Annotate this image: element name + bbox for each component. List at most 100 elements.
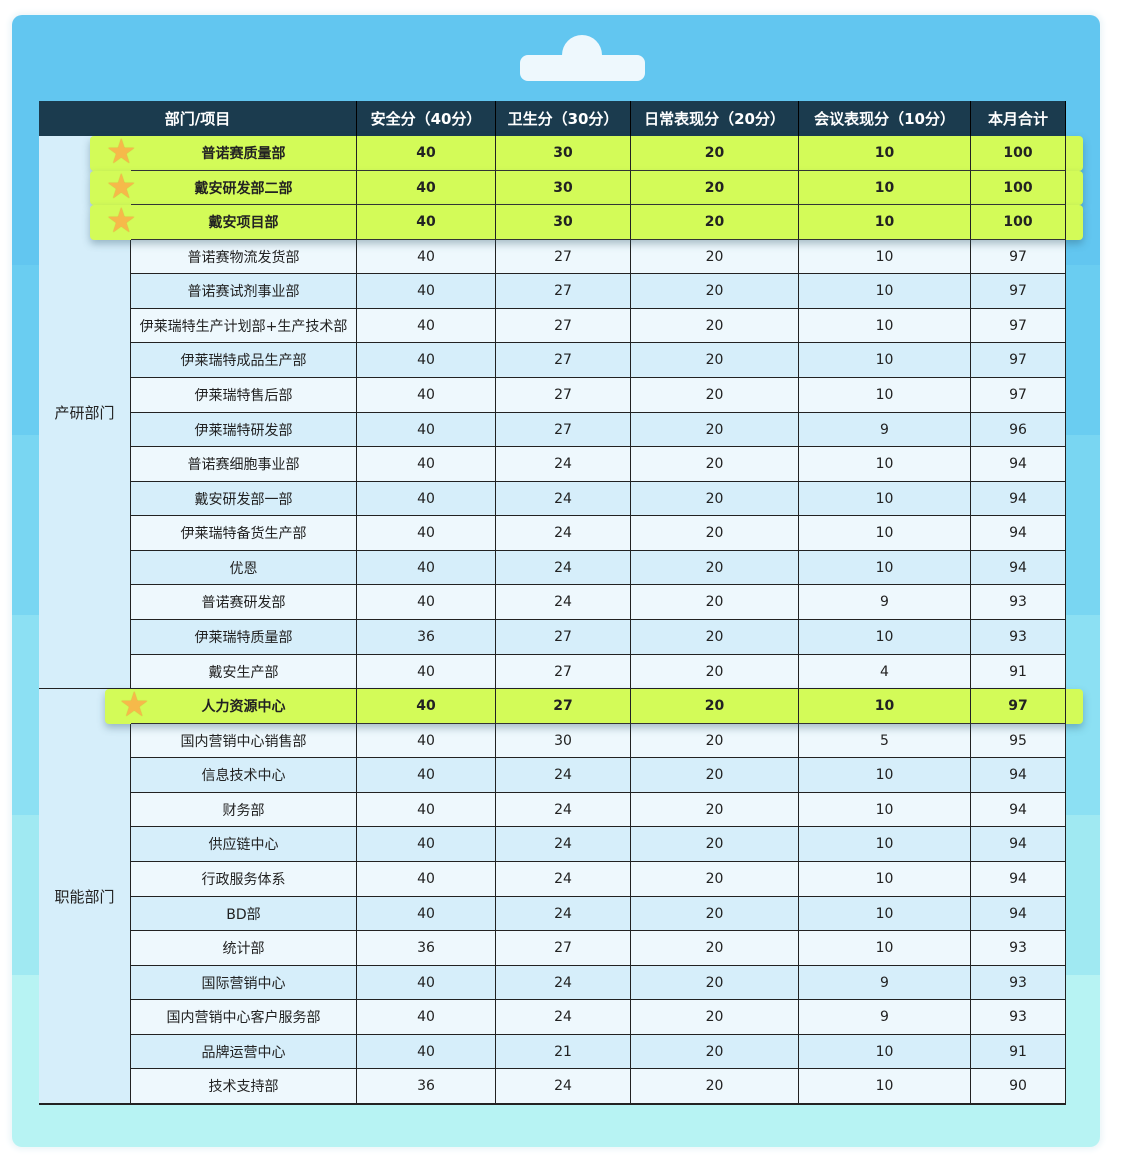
score-cell: 100 (971, 205, 1066, 240)
score-cell: 97 (971, 309, 1066, 343)
department-name: 普诺赛物流发货部 (131, 240, 357, 274)
score-cell: 40 (357, 240, 496, 274)
department-name: 戴安生产部 (131, 655, 357, 689)
score-cell: 40 (357, 966, 496, 1000)
score-cell: 36 (357, 620, 496, 655)
score-cell: 93 (971, 966, 1066, 1000)
score-cell: 40 (357, 689, 496, 724)
department-name: 普诺赛细胞事业部 (131, 447, 357, 482)
department-name: 统计部 (131, 931, 357, 966)
score-cell: 27 (496, 274, 631, 309)
score-cell: 24 (496, 516, 631, 551)
score-cell: 27 (496, 931, 631, 966)
score-cell: 93 (971, 585, 1066, 620)
score-cell: 94 (971, 827, 1066, 862)
score-cell: 40 (357, 862, 496, 897)
score-cell: 40 (357, 482, 496, 516)
score-cell: 20 (631, 897, 799, 931)
score-cell: 20 (631, 585, 799, 620)
score-cell: 40 (357, 655, 496, 689)
score-cell: 91 (971, 1035, 1066, 1069)
score-cell: 20 (631, 482, 799, 516)
score-cell: 27 (496, 655, 631, 689)
score-cell: 36 (357, 931, 496, 966)
score-cell: 30 (496, 136, 631, 171)
score-cell: 94 (971, 482, 1066, 516)
score-cell: 20 (631, 378, 799, 413)
score-cell: 94 (971, 758, 1066, 793)
department-name: 伊莱瑞特备货生产部 (131, 516, 357, 551)
department-name: 财务部 (131, 793, 357, 827)
score-cell: 100 (971, 136, 1066, 171)
department-name: 国际营销中心 (131, 966, 357, 1000)
score-cell: 10 (799, 827, 971, 862)
score-cell: 36 (357, 1069, 496, 1104)
score-cell: 20 (631, 205, 799, 240)
star-icon: ★ (106, 167, 137, 207)
score-cell: 95 (971, 724, 1066, 758)
score-cell: 91 (971, 655, 1066, 689)
score-cell: 40 (357, 413, 496, 447)
score-cell: 93 (971, 1000, 1066, 1035)
department-name: 普诺赛研发部 (131, 585, 357, 620)
score-cell: 20 (631, 516, 799, 551)
score-cell: 20 (631, 620, 799, 655)
score-cell: 30 (496, 171, 631, 205)
star-icon: ★ (106, 201, 137, 241)
score-cell: 20 (631, 447, 799, 482)
score-cell: 40 (357, 724, 496, 758)
department-name: 伊莱瑞特售后部 (131, 378, 357, 413)
department-name: 优恩 (131, 551, 357, 585)
score-cell: 27 (496, 378, 631, 413)
group-label: 职能部门 (39, 689, 131, 1104)
score-cell: 20 (631, 758, 799, 793)
department-name: 人力资源中心 (131, 689, 357, 724)
score-cell: 20 (631, 309, 799, 343)
score-cell: 97 (971, 240, 1066, 274)
header-total: 本月合计 (971, 101, 1066, 136)
score-cell: 93 (971, 931, 1066, 966)
header-daily: 日常表现分（20分） (631, 101, 799, 136)
score-cell: 10 (799, 1069, 971, 1104)
score-cell: 20 (631, 413, 799, 447)
score-cell: 27 (496, 620, 631, 655)
score-cell: 20 (631, 966, 799, 1000)
score-cell: 20 (631, 171, 799, 205)
score-cell: 94 (971, 516, 1066, 551)
score-cell: 20 (631, 827, 799, 862)
score-cell: 10 (799, 551, 971, 585)
department-name: 普诺赛质量部 (131, 136, 357, 171)
score-cell: 27 (496, 343, 631, 378)
score-cell: 24 (496, 585, 631, 620)
score-cell: 40 (357, 171, 496, 205)
department-name: 国内营销中心客户服务部 (131, 1000, 357, 1035)
cloud-decoration (520, 35, 645, 81)
score-cell: 90 (971, 1069, 1066, 1104)
score-cell: 94 (971, 897, 1066, 931)
department-name: 戴安研发部一部 (131, 482, 357, 516)
score-cell: 24 (496, 793, 631, 827)
score-cell: 10 (799, 274, 971, 309)
score-cell: 20 (631, 931, 799, 966)
score-cell: 40 (357, 897, 496, 931)
score-cell: 10 (799, 897, 971, 931)
score-cell: 40 (357, 585, 496, 620)
score-cell: 10 (799, 171, 971, 205)
highlight-row: ★ 人力资源中心 40 27 20 10 97 (105, 685, 1083, 725)
score-cell: 20 (631, 689, 799, 724)
score-cell: 10 (799, 447, 971, 482)
star-icon: ★ (119, 685, 150, 725)
score-cell: 9 (799, 1000, 971, 1035)
highlight-row: ★ 普诺赛质量部 40 30 20 10 100 (90, 135, 1083, 171)
score-cell: 40 (357, 136, 496, 171)
score-cell: 94 (971, 793, 1066, 827)
score-cell: 40 (357, 1035, 496, 1069)
department-name: 伊莱瑞特研发部 (131, 413, 357, 447)
department-name: 国内营销中心销售部 (131, 724, 357, 758)
score-cell: 10 (799, 793, 971, 827)
score-cell: 24 (496, 447, 631, 482)
score-cell: 40 (357, 205, 496, 240)
score-cell: 20 (631, 793, 799, 827)
score-cell: 100 (971, 171, 1066, 205)
score-cell: 96 (971, 413, 1066, 447)
